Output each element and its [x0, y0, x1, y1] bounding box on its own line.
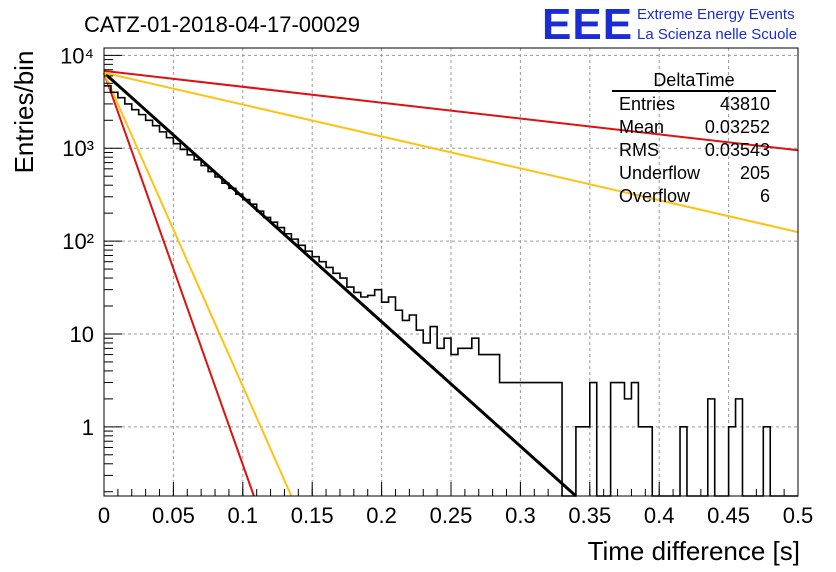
fit-curves — [102, 69, 799, 498]
stats-rows: Entries 43810 Mean 0.03252 RMS 0.03543Underfl… — [619, 94, 770, 206]
x-tick-label: 0 — [98, 503, 110, 528]
fit-line — [102, 71, 577, 498]
y-tick-label: 10³ — [62, 136, 94, 161]
stats-title: DeltaTime — [653, 70, 734, 90]
y-axis-label: Entries/bin — [9, 51, 39, 174]
x-axis-ticks: 0 0.05 0.1 0.15 0.2 0.25 0.3 0.35 0.4 0.45 0.5 — [98, 482, 813, 528]
stats-row-value: 0.03543 — [705, 140, 770, 160]
fit-line — [103, 71, 799, 234]
fit-line — [103, 69, 799, 152]
stats-row-label: Mean — [619, 117, 664, 137]
chart-title: CATZ-01-2018-04-17-00029 — [84, 12, 360, 37]
stats-row-label: RMS — [619, 140, 659, 160]
x-tick-label: 0.45 — [707, 503, 750, 528]
stats-row-label: Underflow — [619, 163, 701, 183]
logo-mark: EEE — [542, 0, 634, 49]
y-tick-label: 10⁴ — [60, 43, 94, 68]
y-tick-label: 10² — [62, 229, 94, 254]
x-tick-label: 0.1 — [228, 503, 259, 528]
fit-line — [103, 72, 255, 497]
y-tick-label: 1 — [82, 415, 94, 440]
x-axis-label: Time difference [s] — [588, 536, 800, 566]
stats-row-label: Entries — [619, 94, 675, 114]
x-tick-label: 0.2 — [366, 503, 397, 528]
stats-row-value: 6 — [760, 186, 770, 206]
x-tick-label: 0.5 — [783, 503, 814, 528]
y-tick-label: 10 — [70, 322, 94, 347]
logo-tagline-2: La Scienza nelle Scuole — [637, 26, 798, 43]
stats-row-value: 205 — [740, 163, 770, 183]
x-tick-label: 0.25 — [430, 503, 473, 528]
eee-logo: EEE Extreme Energy Events La Scienza nel… — [540, 0, 830, 49]
stats-box: DeltaTime Entries 43810 Mean 0.03252 RMS 0.03… — [612, 70, 776, 206]
x-tick-label: 0.3 — [505, 503, 536, 528]
x-tick-label: 0.35 — [568, 503, 611, 528]
stats-row-label: Overflow — [619, 186, 691, 206]
y-axis-ticks: 1 10 10² 10³ 10⁴ — [60, 43, 122, 493]
x-tick-label: 0.05 — [152, 503, 195, 528]
stats-row-value: 0.03252 — [705, 117, 770, 137]
logo-tagline-1: Extreme Energy Events — [637, 6, 795, 23]
x-tick-label: 0.4 — [644, 503, 675, 528]
fit-line — [103, 72, 293, 497]
x-tick-label: 0.15 — [291, 503, 334, 528]
stats-row-value: 43810 — [720, 94, 770, 114]
